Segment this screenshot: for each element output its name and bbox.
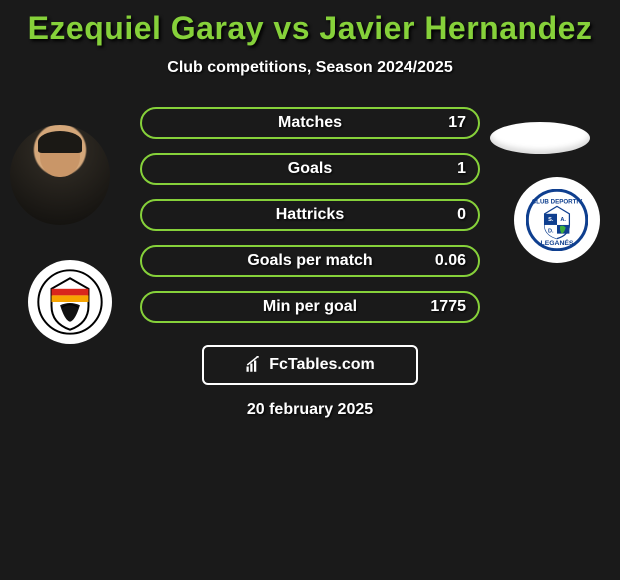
player1-club-badge [28,260,112,344]
svg-text:CLUB DEPORTIV: CLUB DEPORTIV [532,198,583,205]
leganes-badge-icon: CLUB DEPORTIV LEGANÉS S. A. D. [526,189,588,251]
stat-value-p2: 0 [457,206,466,224]
stat-label: Goals per match [247,252,372,270]
stat-row-hattricks: Hattricks 0 [140,199,480,231]
stat-value-p2: 17 [448,114,466,132]
comparison-date: 20 february 2025 [0,401,620,419]
stats-list: Matches 17 Goals 1 Hattricks 0 Goals per… [140,107,480,323]
source-label: FcTables.com [269,356,375,374]
svg-text:D.: D. [548,228,554,234]
stat-value-p2: 1 [457,160,466,178]
stat-label: Goals [288,160,332,178]
stat-row-matches: Matches 17 [140,107,480,139]
svg-text:S.: S. [548,217,554,223]
player2-club-badge: CLUB DEPORTIV LEGANÉS S. A. D. [514,177,600,263]
stat-row-goals: Goals 1 [140,153,480,185]
stat-label: Matches [278,114,342,132]
stat-label: Hattricks [276,206,344,224]
valencia-badge-icon [37,269,103,335]
comparison-subtitle: Club competitions, Season 2024/2025 [0,59,620,77]
bar-chart-icon [245,356,263,374]
comparison-title: Ezequiel Garay vs Javier Hernandez [0,0,620,47]
svg-text:A.: A. [560,217,566,223]
stat-value-p2: 0.06 [435,252,466,270]
source-attribution: FcTables.com [202,345,418,385]
stat-label: Min per goal [263,298,357,316]
stat-row-min-per-goal: Min per goal 1775 [140,291,480,323]
player2-avatar [490,122,590,154]
stat-row-goals-per-match: Goals per match 0.06 [140,245,480,277]
player1-avatar [10,125,110,225]
stat-value-p2: 1775 [430,298,466,316]
